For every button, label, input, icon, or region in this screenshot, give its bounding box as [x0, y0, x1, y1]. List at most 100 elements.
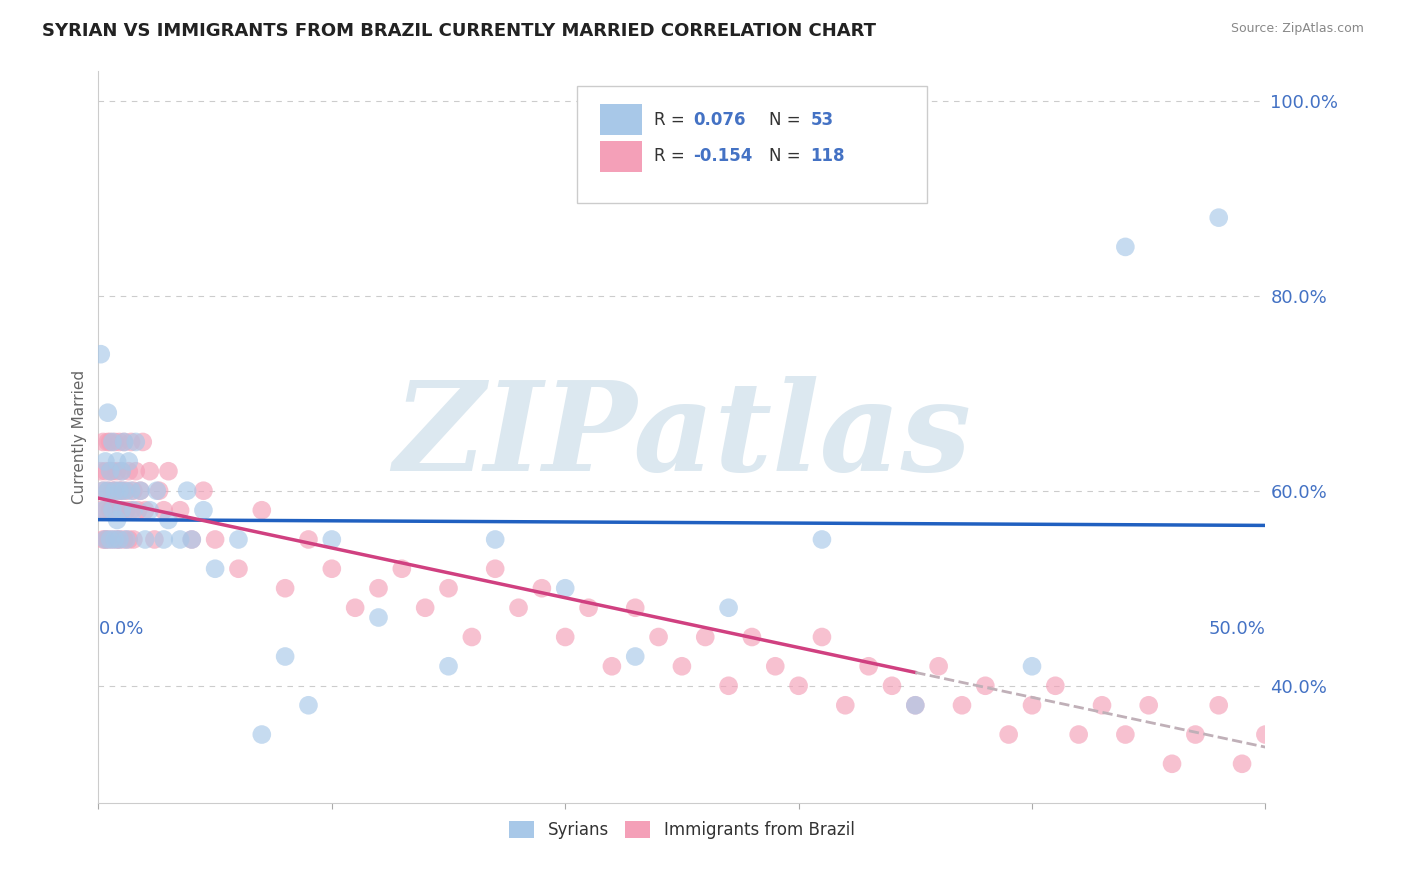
Point — [104, 483, 127, 498]
Point — [204, 562, 226, 576]
Point — [105, 454, 128, 468]
Point — [367, 610, 389, 624]
Point — [112, 533, 135, 547]
Point — [413, 600, 436, 615]
Point — [193, 483, 215, 498]
Point — [671, 659, 693, 673]
Point — [112, 434, 135, 449]
Point — [98, 434, 121, 449]
Legend: Syrians, Immigrants from Brazil: Syrians, Immigrants from Brazil — [502, 814, 862, 846]
Text: 0.076: 0.076 — [693, 111, 747, 128]
Point — [115, 533, 138, 547]
Point — [129, 483, 152, 498]
Point — [120, 503, 142, 517]
Point — [811, 630, 834, 644]
Point — [91, 483, 114, 498]
Point — [1230, 756, 1253, 771]
Point — [101, 533, 124, 547]
Point — [127, 503, 149, 517]
Text: SYRIAN VS IMMIGRANTS FROM BRAZIL CURRENTLY MARRIED CORRELATION CHART: SYRIAN VS IMMIGRANTS FROM BRAZIL CURRENT… — [42, 22, 876, 40]
Point — [98, 503, 121, 517]
Point — [600, 659, 623, 673]
Point — [250, 727, 273, 741]
Text: R =: R = — [654, 111, 690, 128]
Point — [1067, 727, 1090, 741]
Point — [1045, 679, 1067, 693]
FancyBboxPatch shape — [576, 86, 927, 203]
Point — [101, 503, 124, 517]
Point — [108, 533, 131, 547]
Point — [554, 581, 576, 595]
Point — [98, 464, 121, 478]
Point — [880, 679, 903, 693]
Point — [152, 533, 174, 547]
Point — [484, 562, 506, 576]
Text: -0.154: -0.154 — [693, 147, 754, 165]
Point — [321, 533, 343, 547]
Point — [120, 483, 142, 498]
Point — [997, 727, 1019, 741]
Point — [97, 406, 120, 420]
Point — [90, 347, 112, 361]
Point — [741, 630, 763, 644]
Point — [1161, 756, 1184, 771]
Point — [717, 679, 740, 693]
Point — [111, 503, 134, 517]
Point — [104, 533, 127, 547]
Point — [834, 698, 856, 713]
Point — [97, 483, 120, 498]
Point — [763, 659, 786, 673]
Point — [169, 503, 191, 517]
Point — [787, 679, 810, 693]
Text: N =: N = — [769, 147, 806, 165]
Point — [904, 698, 927, 713]
Point — [97, 483, 120, 498]
Point — [111, 464, 134, 478]
Point — [437, 581, 460, 595]
Point — [974, 679, 997, 693]
Point — [1278, 776, 1301, 790]
Point — [97, 533, 120, 547]
Y-axis label: Currently Married: Currently Married — [72, 370, 87, 504]
Point — [274, 649, 297, 664]
Point — [108, 483, 131, 498]
Point — [111, 464, 134, 478]
Point — [176, 483, 198, 498]
Point — [1208, 211, 1230, 225]
Point — [157, 464, 180, 478]
Point — [180, 533, 202, 547]
Point — [105, 503, 128, 517]
Point — [1395, 796, 1406, 810]
Point — [904, 698, 927, 713]
Text: 118: 118 — [810, 147, 845, 165]
Point — [143, 533, 166, 547]
Point — [94, 503, 117, 517]
Text: N =: N = — [769, 111, 806, 128]
Point — [101, 483, 124, 498]
Point — [695, 630, 717, 644]
Point — [530, 581, 553, 595]
Text: 50.0%: 50.0% — [1209, 620, 1265, 638]
Point — [1301, 727, 1323, 741]
Point — [1021, 659, 1043, 673]
Text: 0.0%: 0.0% — [98, 620, 143, 638]
Point — [157, 513, 180, 527]
Point — [104, 483, 127, 498]
Point — [91, 483, 114, 498]
Point — [118, 454, 141, 468]
Point — [104, 503, 127, 517]
Point — [105, 464, 128, 478]
Point — [115, 503, 138, 517]
Point — [228, 562, 250, 576]
Point — [484, 533, 506, 547]
Point — [91, 533, 114, 547]
Point — [132, 434, 155, 449]
Point — [97, 434, 120, 449]
Point — [129, 483, 152, 498]
Point — [180, 533, 202, 547]
Point — [111, 503, 134, 517]
Point — [105, 513, 128, 527]
Point — [250, 503, 273, 517]
Point — [146, 483, 169, 498]
Point — [112, 483, 135, 498]
